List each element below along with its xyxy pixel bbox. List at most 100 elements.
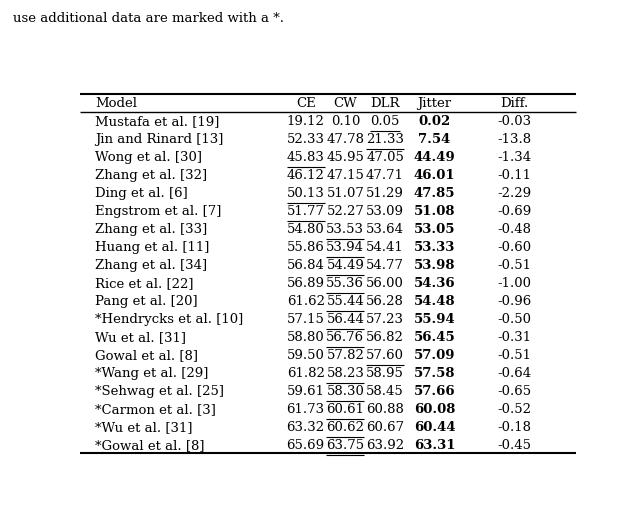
Text: DLR: DLR [371, 97, 400, 110]
Text: Engstrom et al. [7]: Engstrom et al. [7] [95, 205, 221, 218]
Text: 56.76: 56.76 [326, 331, 364, 344]
Text: Jin and Rinard [13]: Jin and Rinard [13] [95, 133, 223, 146]
Text: 60.61: 60.61 [326, 402, 364, 416]
Text: -1.34: -1.34 [497, 151, 531, 164]
Text: -0.60: -0.60 [497, 241, 531, 254]
Text: -0.52: -0.52 [497, 402, 531, 416]
Text: 51.29: 51.29 [366, 187, 404, 200]
Text: -0.45: -0.45 [497, 439, 531, 452]
Text: 45.95: 45.95 [326, 151, 364, 164]
Text: -0.64: -0.64 [497, 367, 531, 380]
Text: 54.48: 54.48 [414, 295, 456, 308]
Text: -2.29: -2.29 [497, 187, 531, 200]
Text: 57.15: 57.15 [287, 313, 324, 326]
Text: 58.30: 58.30 [326, 385, 364, 398]
Text: 56.28: 56.28 [366, 295, 404, 308]
Text: 56.89: 56.89 [287, 277, 324, 290]
Text: -0.48: -0.48 [497, 223, 531, 236]
Text: -1.00: -1.00 [497, 277, 531, 290]
Text: Model: Model [95, 97, 137, 110]
Text: 53.05: 53.05 [414, 223, 456, 236]
Text: 53.53: 53.53 [326, 223, 364, 236]
Text: -0.50: -0.50 [497, 313, 531, 326]
Text: 53.98: 53.98 [414, 259, 456, 272]
Text: CE: CE [296, 97, 316, 110]
Text: 45.83: 45.83 [287, 151, 324, 164]
Text: 60.67: 60.67 [366, 421, 404, 434]
Text: 55.44: 55.44 [326, 295, 364, 308]
Text: 60.88: 60.88 [366, 402, 404, 416]
Text: Wu et al. [31]: Wu et al. [31] [95, 331, 186, 344]
Text: 55.36: 55.36 [326, 277, 364, 290]
Text: 60.44: 60.44 [414, 421, 456, 434]
Text: -13.8: -13.8 [497, 133, 531, 146]
Text: 47.15: 47.15 [326, 169, 364, 182]
Text: 61.62: 61.62 [287, 295, 324, 308]
Text: 58.80: 58.80 [287, 331, 324, 344]
Text: Ding et al. [6]: Ding et al. [6] [95, 187, 188, 200]
Text: 55.94: 55.94 [414, 313, 456, 326]
Text: 44.49: 44.49 [414, 151, 456, 164]
Text: 53.33: 53.33 [414, 241, 455, 254]
Text: -0.03: -0.03 [497, 115, 531, 128]
Text: 53.09: 53.09 [366, 205, 404, 218]
Text: -0.69: -0.69 [497, 205, 531, 218]
Text: 58.45: 58.45 [366, 385, 404, 398]
Text: -0.65: -0.65 [497, 385, 531, 398]
Text: *Sehwag et al. [25]: *Sehwag et al. [25] [95, 385, 224, 398]
Text: 21.33: 21.33 [366, 133, 404, 146]
Text: 57.66: 57.66 [414, 385, 456, 398]
Text: Jitter: Jitter [417, 97, 452, 110]
Text: 65.69: 65.69 [287, 439, 324, 452]
Text: Mustafa et al. [19]: Mustafa et al. [19] [95, 115, 220, 128]
Text: 51.08: 51.08 [414, 205, 456, 218]
Text: 52.33: 52.33 [287, 133, 324, 146]
Text: *Wu et al. [31]: *Wu et al. [31] [95, 421, 193, 434]
Text: 59.50: 59.50 [287, 349, 324, 362]
Text: 56.82: 56.82 [366, 331, 404, 344]
Text: 58.95: 58.95 [366, 367, 404, 380]
Text: 52.27: 52.27 [326, 205, 364, 218]
Text: 53.94: 53.94 [326, 241, 364, 254]
Text: Zhang et al. [33]: Zhang et al. [33] [95, 223, 207, 236]
Text: Diff.: Diff. [500, 97, 528, 110]
Text: 47.71: 47.71 [366, 169, 404, 182]
Text: 46.01: 46.01 [414, 169, 456, 182]
Text: 51.77: 51.77 [287, 205, 324, 218]
Text: Huang et al. [11]: Huang et al. [11] [95, 241, 209, 254]
Text: 56.84: 56.84 [287, 259, 324, 272]
Text: 19.12: 19.12 [287, 115, 324, 128]
Text: 54.49: 54.49 [326, 259, 364, 272]
Text: 47.85: 47.85 [414, 187, 456, 200]
Text: Zhang et al. [32]: Zhang et al. [32] [95, 169, 207, 182]
Text: 0.05: 0.05 [371, 115, 400, 128]
Text: -0.51: -0.51 [497, 259, 531, 272]
Text: 57.82: 57.82 [326, 349, 364, 362]
Text: Wong et al. [30]: Wong et al. [30] [95, 151, 202, 164]
Text: 46.12: 46.12 [287, 169, 324, 182]
Text: 54.80: 54.80 [287, 223, 324, 236]
Text: -0.96: -0.96 [497, 295, 531, 308]
Text: 63.31: 63.31 [414, 439, 456, 452]
Text: Pang et al. [20]: Pang et al. [20] [95, 295, 198, 308]
Text: -0.31: -0.31 [497, 331, 531, 344]
Text: 61.82: 61.82 [287, 367, 324, 380]
Text: 56.00: 56.00 [366, 277, 404, 290]
Text: Rice et al. [22]: Rice et al. [22] [95, 277, 193, 290]
Text: 63.75: 63.75 [326, 439, 364, 452]
Text: 58.23: 58.23 [326, 367, 364, 380]
Text: 57.09: 57.09 [414, 349, 456, 362]
Text: 51.07: 51.07 [326, 187, 364, 200]
Text: 54.77: 54.77 [366, 259, 404, 272]
Text: 59.61: 59.61 [287, 385, 324, 398]
Text: 57.58: 57.58 [414, 367, 456, 380]
Text: Gowal et al. [8]: Gowal et al. [8] [95, 349, 198, 362]
Text: 0.10: 0.10 [331, 115, 360, 128]
Text: 47.05: 47.05 [366, 151, 404, 164]
Text: 55.86: 55.86 [287, 241, 324, 254]
Text: 61.73: 61.73 [287, 402, 324, 416]
Text: 54.41: 54.41 [366, 241, 404, 254]
Text: -0.51: -0.51 [497, 349, 531, 362]
Text: 57.60: 57.60 [366, 349, 404, 362]
Text: use additional data are marked with a *.: use additional data are marked with a *. [13, 12, 284, 24]
